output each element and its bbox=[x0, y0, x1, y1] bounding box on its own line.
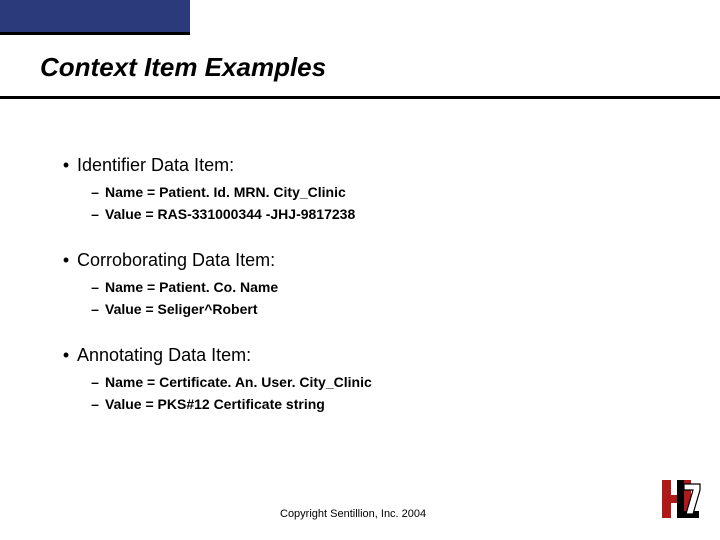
bullet-dash-icon: – bbox=[85, 184, 105, 200]
bullet-level-1-label: Annotating Data Item: bbox=[77, 345, 251, 366]
bullet-level-2: –Value = Seliger^Robert bbox=[85, 301, 372, 317]
top-accent-bar bbox=[0, 0, 190, 35]
bullet-level-2-label: Name = Patient. Id. MRN. City_Clinic bbox=[105, 184, 346, 200]
bullet-level-2: –Name = Certificate. An. User. City_Clin… bbox=[85, 374, 372, 390]
bullet-level-2-label: Name = Patient. Co. Name bbox=[105, 279, 278, 295]
block-gap bbox=[55, 418, 372, 440]
bullet-dash-icon: – bbox=[85, 396, 105, 412]
title-underline bbox=[0, 96, 720, 99]
bullet-level-2: –Value = PKS#12 Certificate string bbox=[85, 396, 372, 412]
bullet-level-1: •Corroborating Data Item: bbox=[55, 250, 372, 271]
block-gap bbox=[55, 228, 372, 250]
content-body: •Identifier Data Item:–Name = Patient. I… bbox=[55, 155, 372, 440]
title-region: Context Item Examples bbox=[40, 52, 326, 83]
bullet-dash-icon: – bbox=[85, 301, 105, 317]
bullet-level-2-label: Value = RAS-331000344 -JHJ-9817238 bbox=[105, 206, 355, 222]
bullet-level-2: –Value = RAS-331000344 -JHJ-9817238 bbox=[85, 206, 372, 222]
bullet-dash-icon: – bbox=[85, 279, 105, 295]
bullet-level-2-label: Value = PKS#12 Certificate string bbox=[105, 396, 325, 412]
hl7-logo bbox=[660, 478, 702, 520]
bullet-dash-icon: – bbox=[85, 206, 105, 222]
bullet-level-1: •Annotating Data Item: bbox=[55, 345, 372, 366]
bullet-level-1-label: Identifier Data Item: bbox=[77, 155, 234, 176]
bullet-level-1-label: Corroborating Data Item: bbox=[77, 250, 275, 271]
slide-title: Context Item Examples bbox=[40, 52, 326, 83]
slide: Context Item Examples •Identifier Data I… bbox=[0, 0, 720, 540]
bullet-dot-icon: • bbox=[55, 155, 77, 176]
copyright-footer: Copyright Sentillion, Inc. 2004 bbox=[280, 508, 426, 520]
bullet-level-2: –Name = Patient. Co. Name bbox=[85, 279, 372, 295]
bullet-level-2-label: Value = Seliger^Robert bbox=[105, 301, 258, 317]
bullet-level-2-label: Name = Certificate. An. User. City_Clini… bbox=[105, 374, 372, 390]
bullet-dot-icon: • bbox=[55, 250, 77, 271]
block-gap bbox=[55, 323, 372, 345]
bullet-dash-icon: – bbox=[85, 374, 105, 390]
bullet-level-1: •Identifier Data Item: bbox=[55, 155, 372, 176]
bullet-dot-icon: • bbox=[55, 345, 77, 366]
bullet-level-2: –Name = Patient. Id. MRN. City_Clinic bbox=[85, 184, 372, 200]
